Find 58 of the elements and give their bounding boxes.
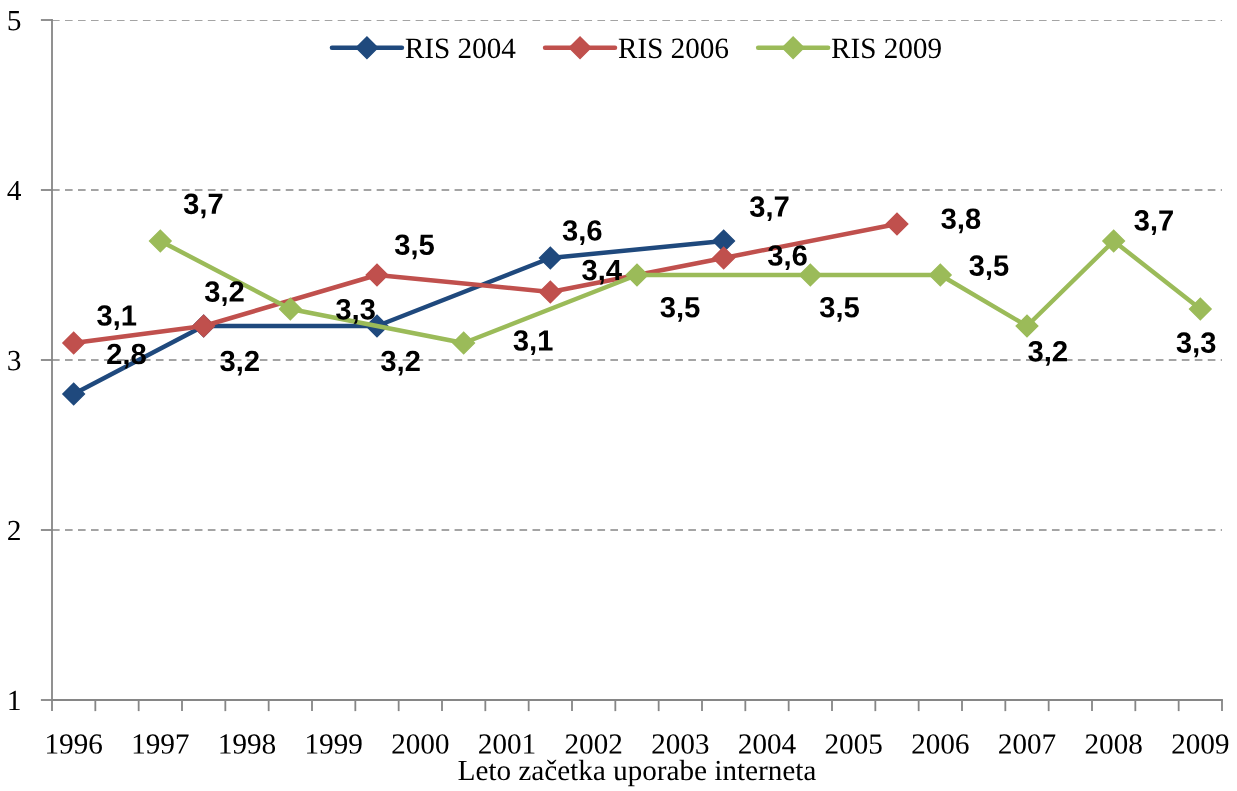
point [928, 263, 952, 287]
legend-label: RIS 2009 [831, 38, 941, 59]
point [452, 331, 476, 355]
y-tick-label: 5 [8, 11, 21, 31]
x-tick-label: 1997 [133, 734, 189, 754]
data-label: 3,2 [1028, 340, 1067, 366]
x-tick-label: 2000 [392, 734, 449, 754]
data-label: 3,5 [819, 296, 859, 322]
data-label: 3,5 [969, 255, 1009, 281]
data-label: 3,8 [941, 208, 981, 234]
x-tick-label: 2002 [565, 734, 622, 754]
y-tick-label: 4 [7, 180, 21, 201]
y-tick-label: 2 [8, 520, 20, 541]
data-label: 3,5 [394, 234, 434, 260]
point [1102, 229, 1126, 253]
legend-label: RIS 2006 [618, 38, 729, 59]
x-tick-label: 2009 [1172, 734, 1229, 754]
x-tick-label: 2005 [825, 734, 882, 754]
data-label: 3,4 [582, 259, 622, 285]
point [712, 246, 736, 270]
data-label: 3,1 [513, 330, 553, 356]
point [538, 280, 562, 304]
data-label: 3,7 [183, 193, 223, 219]
point [885, 212, 909, 236]
data-label: 3,3 [1176, 332, 1216, 358]
point [148, 229, 172, 253]
data-label: 3,7 [1134, 210, 1173, 235]
x-tick-label: 2007 [999, 734, 1056, 754]
data-label: 3,6 [767, 245, 807, 271]
point [1015, 314, 1039, 338]
point [625, 263, 649, 287]
point [62, 331, 86, 355]
x-tick-label: 2006 [912, 734, 969, 754]
x-tick-label: 2008 [1085, 734, 1142, 754]
data-label: 3,2 [220, 350, 259, 376]
x-tick-label: 2004 [739, 734, 796, 754]
x-tick-label: 2003 [652, 734, 709, 754]
y-tick-label: 3 [8, 350, 21, 371]
x-tick-label: 2001 [479, 734, 535, 754]
data-label: 3,3 [336, 298, 375, 324]
x-tick-label: 1996 [47, 734, 102, 754]
data-label: 3,6 [562, 220, 602, 246]
point [538, 246, 562, 270]
y-tick-label: 1 [9, 690, 20, 711]
data-label: 3,5 [660, 296, 700, 322]
x-tick-label: 1998 [220, 734, 276, 754]
x-axis-title: Leto začetka uporabe interneta [458, 759, 816, 787]
point [278, 297, 302, 321]
point [365, 263, 389, 287]
data-label: 3,2 [381, 350, 420, 376]
data-label: 3,1 [97, 305, 137, 331]
data-label: 3,7 [749, 196, 789, 222]
point [1188, 297, 1212, 321]
legend-label: RIS 2004 [405, 38, 516, 59]
point [62, 382, 86, 406]
x-tick-label: 1999 [307, 734, 362, 754]
data-label: 2,8 [107, 343, 146, 369]
data-label: 3,2 [204, 281, 244, 307]
